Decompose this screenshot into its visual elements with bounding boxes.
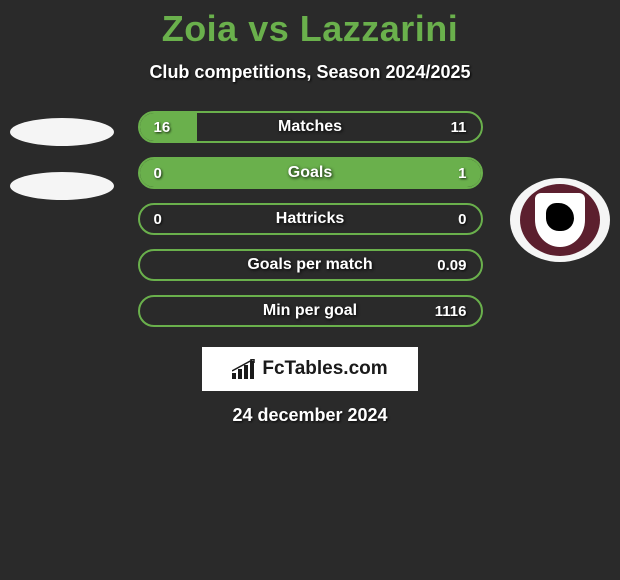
stat-row: Min per goal 1116 <box>138 295 483 327</box>
stat-value-left: 0 <box>154 165 162 182</box>
stat-label: Matches <box>278 118 342 136</box>
stat-value-left: 0 <box>154 211 162 228</box>
stat-label: Min per goal <box>263 302 357 320</box>
stat-label: Goals <box>288 164 332 182</box>
stat-label: Goals per match <box>247 256 372 274</box>
stat-value-right: 1 <box>458 165 466 182</box>
stat-label: Hattricks <box>276 210 344 228</box>
stat-value-right: 11 <box>451 119 467 136</box>
left-team-ellipse-1 <box>10 118 114 146</box>
stat-value-left: 16 <box>154 119 171 136</box>
logo-text: FcTables.com <box>262 358 387 380</box>
date-label: 24 december 2024 <box>0 405 620 426</box>
page-title: Zoia vs Lazzarini <box>0 8 620 50</box>
right-team-crest <box>510 178 610 262</box>
fctables-logo[interactable]: FcTables.com <box>202 347 418 391</box>
chart-icon <box>232 359 256 379</box>
subtitle: Club competitions, Season 2024/2025 <box>0 62 620 83</box>
team-badge-right <box>510 178 610 262</box>
stat-row: 0 Goals 1 <box>138 157 483 189</box>
stat-value-right: 1116 <box>435 303 467 320</box>
stat-row: 0 Hattricks 0 <box>138 203 483 235</box>
comparison-widget: Zoia vs Lazzarini Club competitions, Sea… <box>0 0 620 426</box>
stat-row: Goals per match 0.09 <box>138 249 483 281</box>
stat-value-right: 0.09 <box>437 257 466 274</box>
team-badge-left <box>10 118 114 226</box>
left-team-ellipse-2 <box>10 172 114 200</box>
stat-value-right: 0 <box>458 211 466 228</box>
stat-row: 16 Matches 11 <box>138 111 483 143</box>
